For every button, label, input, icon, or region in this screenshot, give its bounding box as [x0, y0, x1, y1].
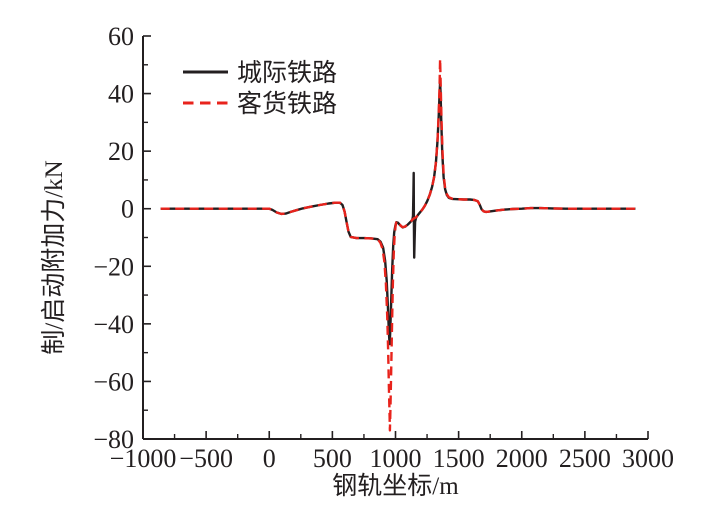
x-tick-label: 2500: [559, 444, 611, 473]
y-tick-label: 60: [108, 22, 134, 51]
x-tick-label: 500: [313, 444, 352, 473]
x-tick-label: 1500: [433, 444, 485, 473]
y-tick-label: −80: [93, 425, 134, 454]
x-tick-label: 2000: [496, 444, 548, 473]
y-tick-label: −60: [93, 367, 134, 396]
y-tick-label: −20: [93, 252, 134, 281]
y-tick-label: 0: [121, 195, 134, 224]
series-line-0: [160, 80, 636, 346]
x-tick-label: −1000: [110, 444, 177, 473]
y-axis-title: 制/启动附加力/kN: [40, 160, 68, 354]
x-tick-label: −500: [179, 444, 233, 473]
x-tick-label: 1000: [370, 444, 422, 473]
legend-label-1: 客货铁路: [237, 90, 337, 118]
y-tick-label: 20: [108, 137, 134, 166]
y-tick-label: −40: [93, 310, 134, 339]
series-line-1: [160, 57, 636, 432]
x-tick-label: 3000: [622, 444, 674, 473]
y-tick-label: 40: [108, 80, 134, 109]
x-axis-title: 钢轨坐标/m: [332, 472, 459, 500]
legend-label-0: 城际铁路: [237, 59, 337, 87]
x-tick-label: 0: [263, 444, 276, 473]
